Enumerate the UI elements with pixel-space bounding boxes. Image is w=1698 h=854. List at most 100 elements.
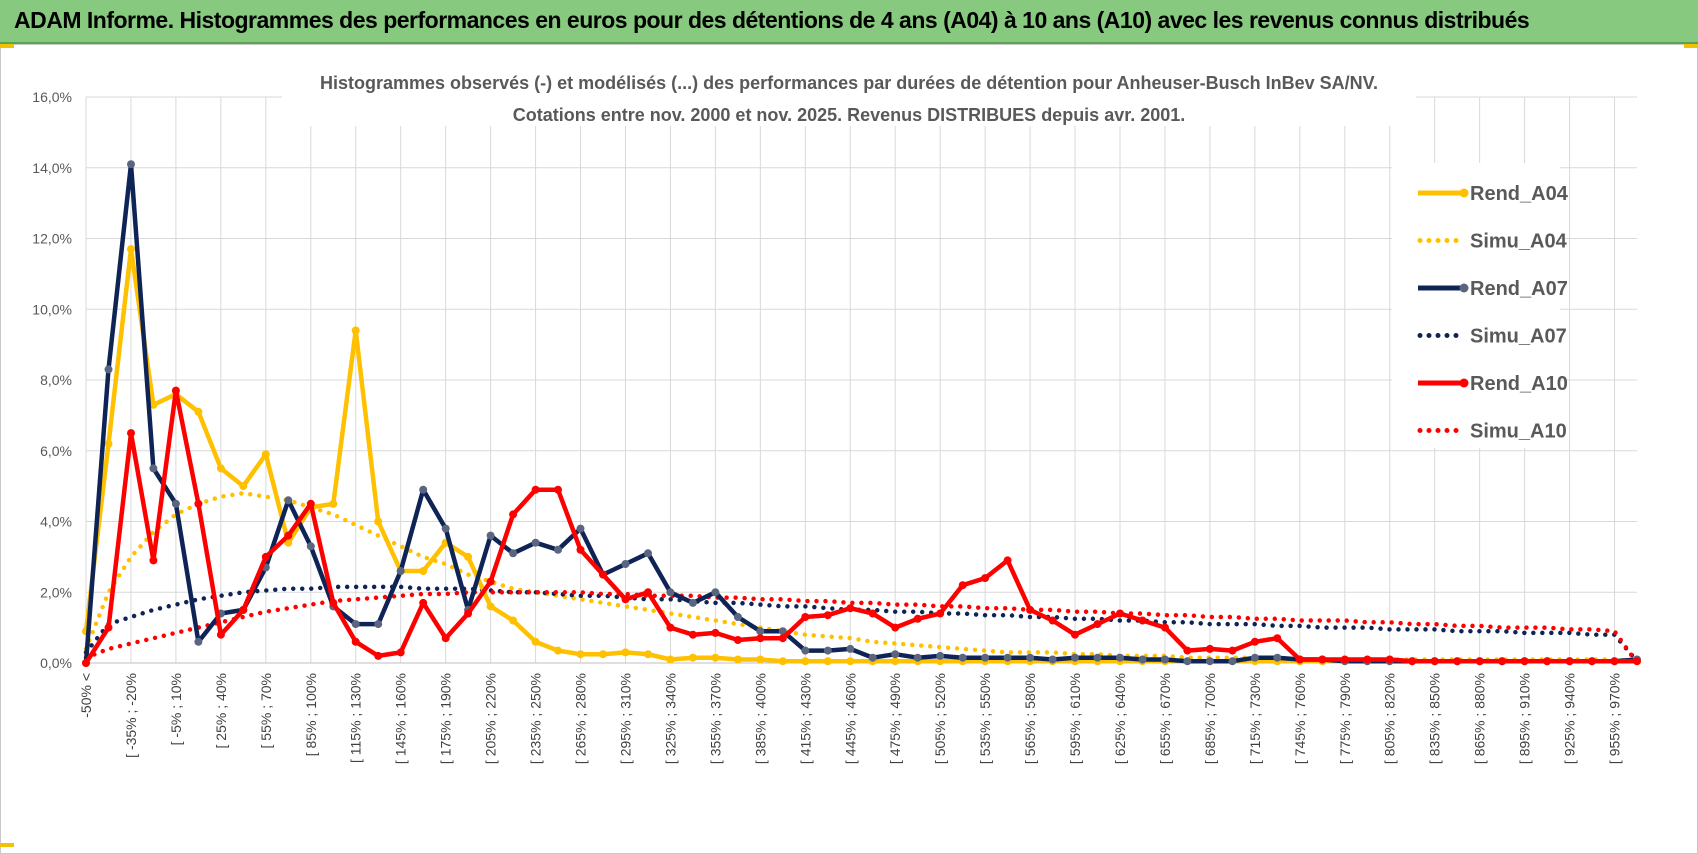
x-tick-label: [ -35% ; -20% (123, 673, 139, 758)
data-point-rend-a07 (1228, 657, 1237, 666)
data-point-rend-a07 (756, 627, 765, 636)
data-point-rend-a10 (1610, 657, 1619, 666)
x-tick-label: [ 895% ; 910% (1517, 673, 1533, 764)
x-tick-label: [ 685% ; 700% (1202, 673, 1218, 764)
data-point-rend-a07 (531, 538, 540, 547)
data-point-rend-a04 (599, 650, 607, 659)
y-tick-label: 8,0% (40, 372, 72, 388)
legend-label-rend-a07: Rend_A07 (1470, 278, 1568, 300)
x-axis-ticks: -50% < [ -35% ; -20% [ -5% ; 10% [ 25% ; 40… (78, 673, 1623, 764)
data-point-rend-a10 (1026, 605, 1035, 614)
data-point-rend-a10 (733, 636, 742, 644)
data-point-rend-a10 (127, 429, 135, 438)
data-point-rend-a10 (1588, 657, 1596, 666)
data-point-rend-a10 (1183, 646, 1192, 655)
y-tick-label: 6,0% (40, 443, 72, 459)
data-point-rend-a07 (194, 637, 203, 646)
data-point-rend-a07 (846, 644, 855, 653)
data-point-rend-a07 (666, 588, 675, 597)
data-point-rend-a04 (464, 552, 473, 561)
data-point-rend-a10 (1071, 630, 1079, 639)
data-point-rend-a07 (958, 653, 967, 662)
x-tick-label: [ 325% ; 340% (662, 673, 678, 764)
data-point-rend-a10 (216, 630, 225, 639)
y-tick-label: 16,0% (32, 89, 72, 105)
data-point-rend-a10 (194, 499, 203, 508)
data-point-rend-a07 (1273, 653, 1282, 662)
data-point-rend-a04 (329, 499, 338, 508)
data-point-rend-a10 (1498, 657, 1507, 666)
data-point-rend-a04 (846, 657, 855, 666)
data-point-rend-a04 (104, 439, 113, 448)
x-tick-label: [ 115% ; 130% (348, 673, 364, 763)
data-point-rend-a04 (666, 655, 675, 664)
y-tick-label: 10,0% (32, 301, 72, 317)
data-point-rend-a10 (284, 531, 293, 540)
data-point-rend-a10 (149, 556, 158, 565)
x-tick-label: [ 655% ; 670% (1157, 673, 1173, 764)
data-point-rend-a10 (576, 545, 585, 554)
data-point-rend-a07 (644, 549, 652, 558)
data-point-rend-a04 (194, 407, 203, 416)
series-line-simu-a07 (83, 584, 1640, 664)
corner-marker-top-left (0, 44, 14, 48)
x-tick-label: [ 205% ; 220% (483, 673, 499, 764)
x-tick-label: [ 235% ; 250% (528, 673, 544, 764)
legend-marker-rend-a07 (1459, 283, 1469, 293)
data-point-rend-a04 (261, 450, 270, 459)
data-point-rend-a04 (127, 245, 135, 254)
data-point-rend-a10 (1453, 657, 1462, 666)
data-point-rend-a10 (913, 614, 922, 623)
x-tick-label: [ 175% ; 190% (438, 673, 454, 764)
data-point-rend-a10 (621, 595, 630, 604)
data-point-rend-a07 (913, 653, 922, 662)
data-point-rend-a07 (1161, 655, 1169, 664)
data-point-rend-a10 (531, 485, 540, 494)
x-tick-label: [ 55% ; 70% (258, 673, 274, 749)
chart-subtitle: Cotations entre nov. 2000 et nov. 2025. … (513, 105, 1186, 125)
x-tick-label: [ 85% ; 100% (303, 673, 319, 756)
data-point-rend-a10 (801, 613, 810, 621)
data-point-rend-a07 (419, 485, 428, 494)
data-point-rend-a10 (1273, 634, 1282, 643)
data-point-rend-a10 (1520, 657, 1529, 666)
report-title: ADAM Informe. Histogrammes des performan… (14, 7, 1530, 33)
data-point-rend-a10 (1003, 556, 1012, 565)
data-point-rend-a04 (216, 464, 225, 473)
data-point-rend-a10 (261, 552, 270, 561)
data-point-rend-a10 (1385, 655, 1394, 664)
data-point-rend-a04 (149, 400, 158, 409)
data-point-rend-a07 (127, 160, 135, 169)
data-point-rend-a07 (981, 653, 990, 662)
data-point-rend-a10 (441, 634, 450, 643)
x-tick-label: [ 295% ; 310% (617, 673, 633, 764)
data-point-rend-a07 (1071, 653, 1079, 662)
x-tick-label: [ 925% ; 940% (1562, 673, 1578, 764)
data-point-rend-a07 (441, 524, 450, 533)
data-point-rend-a04 (756, 655, 765, 664)
data-point-rend-a04 (531, 637, 540, 646)
y-tick-label: 12,0% (32, 231, 72, 247)
series-line-simu-a10 (83, 590, 1640, 666)
data-point-rend-a10 (1340, 655, 1349, 664)
chart-series (82, 160, 1641, 667)
data-point-rend-a07 (351, 620, 360, 629)
data-point-rend-a10 (1116, 609, 1124, 618)
data-point-rend-a07 (554, 545, 562, 554)
x-tick-label: [ 265% ; 280% (573, 673, 589, 764)
data-point-rend-a10 (374, 651, 383, 660)
x-tick-label: [ 355% ; 370% (707, 673, 723, 764)
x-tick-label: -50% < (78, 673, 94, 718)
data-point-rend-a10 (1228, 646, 1237, 655)
chart-title: Histogrammes observés (-) et modélisés (… (320, 73, 1378, 93)
data-point-rend-a10 (1048, 616, 1057, 625)
data-point-rend-a10 (396, 648, 405, 657)
data-point-rend-a07 (396, 567, 405, 575)
data-point-rend-a07 (801, 646, 810, 655)
legend-label-rend-a10: Rend_A10 (1470, 373, 1568, 395)
data-point-rend-a07 (711, 588, 720, 597)
x-tick-label: [ 625% ; 640% (1112, 673, 1128, 764)
data-point-rend-a10 (419, 598, 428, 607)
x-tick-label: [ 475% ; 490% (887, 673, 903, 764)
data-point-rend-a04 (509, 616, 518, 625)
